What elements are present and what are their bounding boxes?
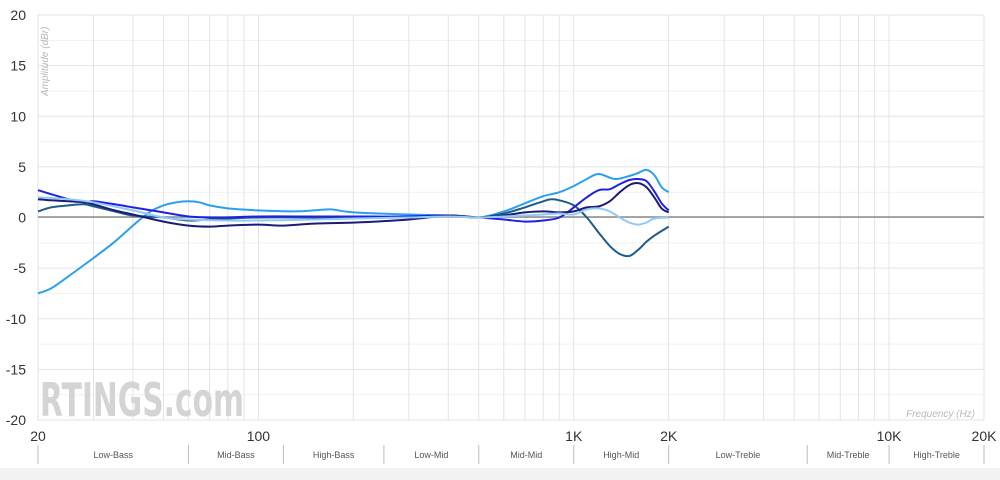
y-axis-label: Amplitude (dBr) [40, 27, 51, 97]
band-label: High-Bass [313, 450, 355, 460]
band-label: High-Mid [603, 450, 639, 460]
y-axis-ticks: 20 15 10 5 0 -5 -10 -15 -20 [6, 7, 26, 428]
x-tick-label: 1K [565, 428, 583, 444]
x-axis-ticks: 20 100 1K 2K 10K 20K [30, 428, 997, 444]
y-tick-label: 10 [10, 108, 26, 124]
x-tick-label: 2K [660, 428, 678, 444]
grid [37, 14, 985, 421]
series-line-series-5 [37, 196, 669, 226]
band-label: Low-Bass [93, 450, 133, 460]
frequency-bands: Low-Bass Mid-Bass High-Bass Low-Mid Mid-Mid H… [37, 445, 985, 464]
bottom-bar [0, 468, 1000, 480]
x-tick-label: 10K [877, 428, 903, 444]
band-label: Mid-Bass [217, 450, 255, 460]
x-tick-label: 20K [972, 428, 998, 444]
band-label: Low-Treble [716, 450, 761, 460]
y-tick-label: -5 [14, 260, 27, 276]
x-tick-label: 100 [247, 428, 271, 444]
x-axis-label: Frequency (Hz) [906, 409, 975, 420]
y-tick-label: 5 [18, 159, 26, 175]
y-tick-label: 20 [10, 7, 26, 23]
series-lines [37, 168, 670, 295]
band-label: Low-Mid [414, 450, 448, 460]
y-tick-label: -20 [6, 412, 26, 428]
band-label: Mid-Treble [827, 450, 870, 460]
band-label: High-Treble [913, 450, 960, 460]
y-tick-label: -15 [6, 361, 26, 377]
x-tick-label: 20 [30, 428, 46, 444]
rtings-watermark: RTINGS.com [40, 373, 244, 427]
y-tick-label: 0 [18, 210, 26, 226]
band-label: Mid-Mid [510, 450, 542, 460]
y-tick-label: 15 [10, 58, 26, 74]
y-tick-label: -10 [6, 311, 26, 327]
